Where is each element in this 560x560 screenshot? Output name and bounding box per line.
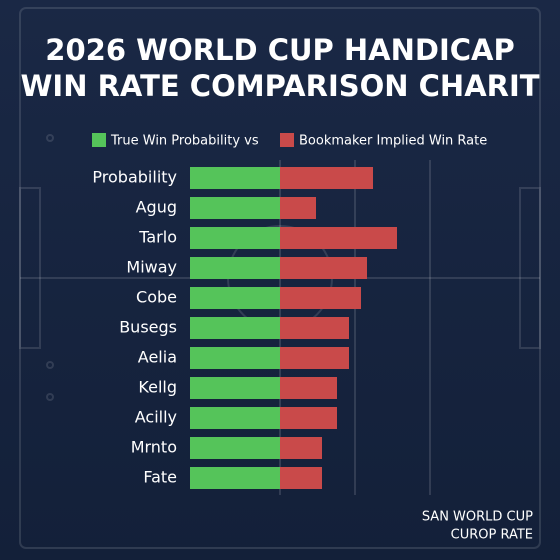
legend-swatch	[280, 133, 294, 147]
bar-segment	[190, 287, 280, 309]
bar-segment	[280, 167, 373, 189]
y-tick-label: Acilly	[135, 408, 177, 427]
bar-segment	[190, 317, 280, 339]
bar-segment	[190, 467, 280, 489]
y-tick-label: Busegs	[119, 318, 177, 337]
bar-segment	[190, 257, 280, 279]
bar-segment	[280, 467, 322, 489]
legend-label: True Win Probability vs	[110, 134, 259, 149]
bar-segment	[190, 407, 280, 429]
bar-segment	[280, 197, 316, 219]
bar-segment	[190, 227, 280, 249]
y-tick-label: Fate	[143, 468, 177, 487]
bar-segment	[280, 287, 361, 309]
bar-segment	[190, 167, 280, 189]
y-tick-label: Aelia	[138, 348, 177, 367]
legend-swatch	[92, 133, 106, 147]
bar-segment	[280, 227, 397, 249]
annotation: CUROP RATE	[451, 528, 533, 543]
y-tick-label: Miway	[126, 258, 177, 277]
bar-segment	[280, 257, 367, 279]
y-tick-label: Probability	[92, 168, 177, 187]
bar-segment	[190, 377, 280, 399]
bar-segment	[280, 317, 349, 339]
chart-title: WIN RATE COMPARISON CHARIT	[20, 69, 539, 103]
y-tick-label: Tarlo	[138, 228, 177, 247]
y-tick-label: Kellg	[138, 378, 177, 397]
legend-label: Bookmaker Implied Win Rate	[299, 134, 487, 149]
y-tick-label: Mrnto	[131, 438, 177, 457]
bar-segment	[280, 437, 322, 459]
bar-segment	[280, 407, 337, 429]
bar-segment	[280, 347, 349, 369]
bar-segment	[280, 377, 337, 399]
annotation: SAN WORLD CUP	[422, 510, 533, 525]
bar-segment	[190, 437, 280, 459]
bar-segment	[190, 347, 280, 369]
y-tick-label: Agug	[136, 198, 177, 217]
chart-title: 2026 WORLD CUP HANDICAP	[45, 33, 514, 67]
bar-segment	[190, 197, 280, 219]
y-tick-label: Cobe	[136, 288, 177, 307]
